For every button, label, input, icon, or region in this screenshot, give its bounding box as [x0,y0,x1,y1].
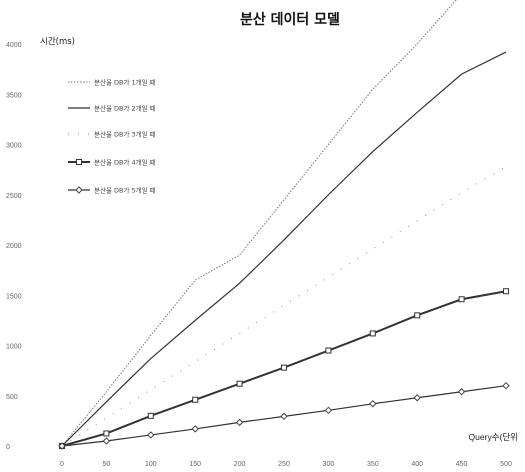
x-tick-label: 400 [411,461,423,468]
series-line [61,0,457,447]
data-point [369,330,376,337]
data-point [280,412,288,421]
data-point [458,296,465,303]
series-lines [58,0,510,450]
y-tick-label: 1000 [6,344,22,351]
data-point [58,442,66,450]
data-point [192,396,199,403]
y-tick-label: 500 [6,394,18,401]
legend-label: 분산율 DB가 4개일 때 [94,158,156,167]
data-point [236,380,243,387]
legend-label: 분산율 DB가 5개일 때 [94,186,156,195]
data-point [191,425,199,433]
x-tick-label: 100 [145,461,157,468]
data-point [502,381,510,390]
data-point [324,406,333,415]
data-point [325,347,332,354]
series-line [61,51,507,447]
x-tick-label: 50 [103,461,111,468]
x-tick-label: 0 [60,461,64,468]
data-point [147,431,155,439]
x-axis-label: Query수(단위 [469,432,518,442]
legend-label: 분산율 DB가 2개일 때 [94,104,156,113]
y-tick-labels: 0 500 1000 1500 2000 2500 3000 3500 4000 [6,42,22,451]
x-tick-label: 350 [367,461,379,468]
data-point [103,430,110,437]
x-tick-label: 200 [234,461,246,468]
data-point [102,437,111,445]
data-point [413,394,421,402]
x-tick-labels: 0 50 100 150 200 250 300 350 400 450 500 [60,461,512,468]
y-axis-label: 시간(ms) [40,36,75,47]
data-point [75,186,83,194]
data-point [235,418,244,427]
y-tick-label: 3500 [6,92,22,99]
y-tick-label: 2000 [6,243,22,250]
x-tick-label: 450 [456,461,468,468]
x-tick-label: 250 [278,461,290,468]
x-tick-label: 300 [323,461,335,468]
y-tick-label: 2500 [6,193,22,200]
data-point [281,364,287,371]
y-tick-label: 3000 [6,143,22,150]
data-point [76,159,82,165]
y-tick-label: 0 [6,444,10,451]
legend-label: 분산율 DB가 1개일 때 [94,78,156,87]
data-point [369,400,377,408]
chart-title: 분산 데이터 모델 [240,11,340,28]
legend-label: 분산율 DB가 3개일 때 [94,130,156,139]
x-tick-label: 150 [189,461,201,468]
data-point [457,388,466,396]
x-tick-label: 500 [500,461,512,468]
data-point [503,288,509,295]
data-point [414,312,421,319]
y-tick-label: 1500 [6,293,22,300]
data-point [147,412,154,419]
y-tick-label: 4000 [6,42,22,49]
